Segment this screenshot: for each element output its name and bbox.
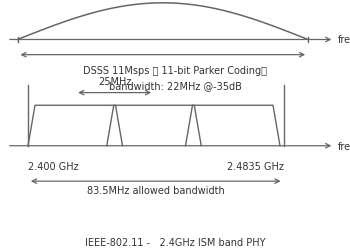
Text: DSSS 11Msps （ 11-bit Parker Coding）: DSSS 11Msps （ 11-bit Parker Coding） xyxy=(83,66,267,76)
Text: frequency: frequency xyxy=(338,35,350,45)
Text: 2.4835 GHz: 2.4835 GHz xyxy=(227,161,284,171)
Text: 2.400 GHz: 2.400 GHz xyxy=(28,161,79,171)
Text: 83.5MHz allowed bandwidth: 83.5MHz allowed bandwidth xyxy=(87,185,225,195)
Text: frequency: frequency xyxy=(338,141,350,151)
Text: bandwidth: 22MHz @-35dB: bandwidth: 22MHz @-35dB xyxy=(108,81,241,91)
Text: 25MHz: 25MHz xyxy=(98,77,131,87)
Text: IEEE-802.11 -   2.4GHz ISM band PHY: IEEE-802.11 - 2.4GHz ISM band PHY xyxy=(85,237,265,247)
